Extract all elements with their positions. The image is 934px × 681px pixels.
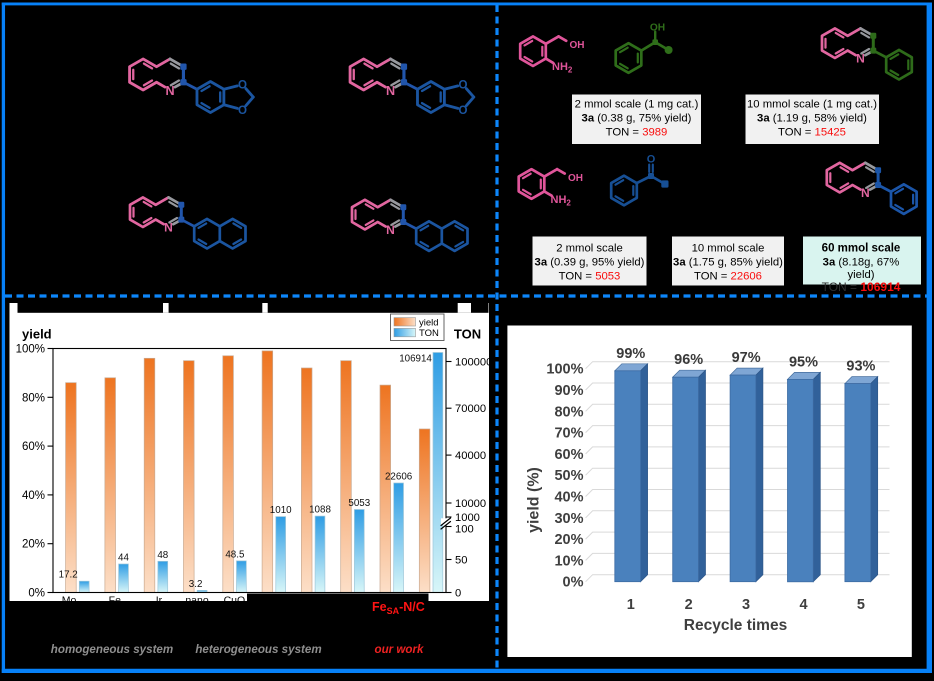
svg-text:0%: 0% <box>28 588 45 600</box>
svg-text:4: 4 <box>799 597 807 613</box>
svg-text:Recycle times: Recycle times <box>684 617 787 634</box>
svg-text:80%: 80% <box>22 392 45 404</box>
svg-text:5053: 5053 <box>348 498 370 509</box>
svg-text:20%: 20% <box>554 532 583 548</box>
svg-text:NH2: NH2 <box>552 61 573 75</box>
svg-text:100000: 100000 <box>455 356 492 368</box>
svg-text:Ir: Ir <box>156 595 163 607</box>
svg-text:10 mmol scale (1 mg cat.): 10 mmol scale (1 mg cat.) <box>747 99 877 111</box>
svg-text:3.2: 3.2 <box>189 579 203 590</box>
svg-text:NH2: NH2 <box>551 194 572 208</box>
svg-text:80%: 80% <box>554 404 583 420</box>
svg-text:50%: 50% <box>554 468 583 484</box>
svg-text:95%: 95% <box>789 354 818 370</box>
svg-text:3: 3 <box>742 597 750 613</box>
svg-text:70000: 70000 <box>455 403 486 415</box>
svg-text:0%: 0% <box>563 575 584 591</box>
svg-text:60 mmol scale: 60 mmol scale <box>822 242 901 254</box>
svg-text:99%: 99% <box>616 346 645 362</box>
svg-text:OH: OH <box>650 23 665 34</box>
svg-text:N: N <box>861 186 870 200</box>
svg-text:10%: 10% <box>554 553 583 569</box>
svg-text:20%: 20% <box>22 539 45 551</box>
svg-text:40%: 40% <box>554 490 583 506</box>
svg-text:40%: 40% <box>22 490 45 502</box>
svg-text:yield (%): yield (%) <box>526 467 543 533</box>
svg-text:40000: 40000 <box>455 450 486 462</box>
svg-text:30%: 30% <box>554 511 583 527</box>
svg-text:100%: 100% <box>546 362 583 378</box>
svg-text:100: 100 <box>455 524 474 536</box>
svg-text:100%: 100% <box>16 344 45 356</box>
svg-text:OH: OH <box>568 173 583 184</box>
svg-text:70%: 70% <box>554 426 583 442</box>
svg-text:N: N <box>386 223 395 237</box>
svg-text:O: O <box>238 80 247 92</box>
svg-text:0: 0 <box>455 587 461 599</box>
svg-text:O: O <box>458 105 467 117</box>
svg-text:97%: 97% <box>732 350 761 366</box>
svg-text:yield: yield <box>22 327 52 342</box>
svg-text:FeSA-N/C: FeSA-N/C <box>372 600 425 616</box>
svg-text:1000: 1000 <box>455 512 480 524</box>
svg-text:3a (0.38 g, 75% yield): 3a (0.38 g, 75% yield) <box>582 113 692 125</box>
svg-text:48.5: 48.5 <box>225 549 245 560</box>
svg-text:O: O <box>458 80 467 92</box>
svg-text:10000: 10000 <box>455 498 486 510</box>
svg-text:N: N <box>856 52 865 66</box>
svg-text:TON: TON <box>419 328 439 339</box>
svg-text:O: O <box>238 105 247 117</box>
svg-text:93%: 93% <box>846 359 875 375</box>
svg-text:2: 2 <box>685 597 693 613</box>
svg-text:60%: 60% <box>22 441 45 453</box>
svg-text:2 mmol scale: 2 mmol scale <box>556 242 623 254</box>
svg-text:1010: 1010 <box>270 505 292 516</box>
svg-text:yield): yield) <box>848 269 875 281</box>
svg-text:TON = 106914: TON = 106914 <box>822 280 901 294</box>
svg-text:48: 48 <box>157 550 168 561</box>
svg-text:TON = 3989: TON = 3989 <box>606 127 668 139</box>
svg-text:N: N <box>386 84 395 98</box>
svg-text:heterogeneous system: heterogeneous system <box>195 643 321 656</box>
svg-text:106914: 106914 <box>399 354 432 365</box>
svg-text:10 mmol scale: 10 mmol scale <box>692 242 765 254</box>
svg-text:3a (8.18g, 67%: 3a (8.18g, 67% <box>823 257 900 269</box>
svg-text:17.2: 17.2 <box>59 570 78 581</box>
svg-text:3a (0.39 g, 95% yield): 3a (0.39 g, 95% yield) <box>535 257 645 269</box>
svg-text:O: O <box>647 154 656 166</box>
svg-text:1088: 1088 <box>309 505 331 516</box>
svg-text:TON: TON <box>454 327 481 342</box>
svg-text:90%: 90% <box>554 383 583 399</box>
svg-text:N: N <box>164 221 173 235</box>
svg-text:N: N <box>165 84 174 98</box>
svg-text:TON = 22606: TON = 22606 <box>694 271 762 283</box>
svg-text:TON = 5053: TON = 5053 <box>559 271 621 283</box>
svg-text:OH: OH <box>570 40 585 51</box>
svg-text:60%: 60% <box>554 447 583 463</box>
svg-text:2 mmol scale (1 mg cat.): 2 mmol scale (1 mg cat.) <box>575 99 699 111</box>
svg-text:44: 44 <box>118 553 129 564</box>
svg-text:3a (1.19 g, 58% yield): 3a (1.19 g, 58% yield) <box>757 113 867 125</box>
svg-text:TON = 15425: TON = 15425 <box>778 127 846 139</box>
svg-text:yield: yield <box>419 317 439 328</box>
svg-text:22606: 22606 <box>385 472 413 483</box>
svg-text:1: 1 <box>627 597 635 613</box>
svg-text:homogeneous system: homogeneous system <box>51 643 173 656</box>
svg-text:3a (1.75 g, 85% yield): 3a (1.75 g, 85% yield) <box>673 257 783 269</box>
svg-text:96%: 96% <box>674 352 703 368</box>
svg-text:5: 5 <box>857 597 865 613</box>
svg-text:our work: our work <box>375 643 425 656</box>
svg-text:50: 50 <box>455 554 467 566</box>
